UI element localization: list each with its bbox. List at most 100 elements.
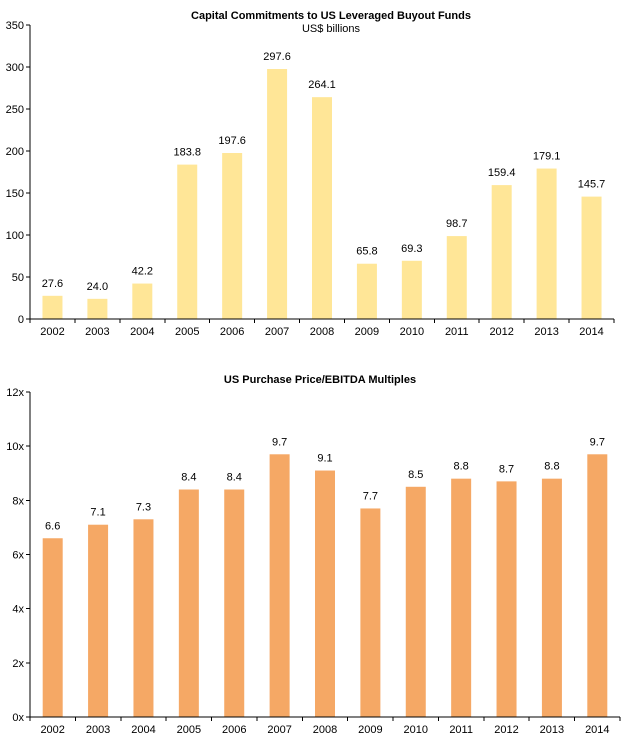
- data-label: 69.3: [401, 243, 422, 255]
- y-tick-label: 200: [6, 146, 24, 158]
- data-label: 7.3: [136, 501, 151, 513]
- y-tick-label: 100: [6, 230, 24, 242]
- x-tick-label: 2010: [404, 724, 428, 736]
- purchase-price-multiples-chart: US Purchase Price/EBITDA Multiples 6.6 7.…: [6, 374, 621, 736]
- data-label: 27.6: [42, 278, 63, 290]
- data-label: 24.0: [87, 281, 108, 293]
- bar: [133, 519, 154, 717]
- bar: [42, 538, 63, 717]
- data-label: 7.1: [90, 507, 105, 519]
- y-tick-label: 350: [6, 20, 24, 32]
- bar: [581, 196, 602, 319]
- data-label: 8.8: [544, 461, 559, 473]
- x-tick-label: 2005: [175, 326, 199, 338]
- bar: [401, 260, 422, 319]
- bar: [87, 298, 108, 319]
- bar: [177, 164, 198, 319]
- data-label: 8.7: [499, 463, 514, 475]
- x-tick-label: 2013: [540, 724, 564, 736]
- x-tick-label: 2005: [177, 724, 201, 736]
- bar: [267, 69, 288, 320]
- data-label: 197.6: [218, 135, 246, 147]
- data-label: 9.7: [590, 436, 605, 448]
- y-tick-label: 10x: [6, 441, 24, 453]
- y-tick-label: 250: [6, 104, 24, 116]
- data-label: 9.1: [317, 453, 332, 465]
- data-label: 42.2: [132, 266, 153, 278]
- data-label-group: 6.6 7.1 7.3 8.4 8.4 9.7 9.1 7.7 8.5 8.8 8.7 8.8 9.7: [45, 436, 605, 532]
- data-label: 8.4: [181, 472, 196, 484]
- y-tick-label: 6x: [12, 550, 24, 562]
- x-tick-label: 2014: [585, 724, 609, 736]
- bar: [269, 454, 290, 717]
- x-tick-label: 2009: [355, 326, 379, 338]
- bar: [405, 486, 426, 717]
- x-tick-label: 2008: [310, 326, 334, 338]
- y-tick-label: 50: [12, 272, 24, 284]
- x-tick-label: 2003: [85, 326, 109, 338]
- data-label: 98.7: [446, 218, 467, 230]
- bar: [541, 478, 562, 717]
- bar: [446, 236, 467, 319]
- bar: [312, 97, 332, 319]
- capital-commitments-chart: Capital Commitments to US Leveraged Buyo…: [6, 10, 615, 338]
- x-tick-label: 2011: [445, 326, 469, 338]
- chart-title: US Purchase Price/EBITDA Multiples: [224, 374, 416, 386]
- y-tick-label: 150: [6, 188, 24, 200]
- x-tick-label: 2004: [131, 724, 155, 736]
- data-label: 179.1: [533, 151, 561, 163]
- x-tick-label: 2010: [400, 326, 424, 338]
- x-tick-label: 2007: [267, 724, 291, 736]
- x-tick-label: 2011: [449, 724, 473, 736]
- x-tick-label: 2002: [40, 326, 64, 338]
- data-label: 8.5: [408, 469, 423, 481]
- data-label: 264.1: [308, 79, 336, 91]
- x-tick-label: 2007: [265, 326, 289, 338]
- bar: [222, 153, 243, 319]
- data-label: 65.8: [356, 246, 377, 258]
- data-label: 7.7: [363, 490, 378, 502]
- y-axis-ticks: 0x 2x 4x 6x 8x 10x 12x: [6, 387, 30, 724]
- x-axis-ticks: 2002 2003 2004 2005 2006 2007 2008 2009 2010 2011…: [29, 717, 621, 736]
- bar: [315, 470, 335, 717]
- y-tick-label: 12x: [6, 387, 24, 399]
- x-tick-label: 2003: [86, 724, 110, 736]
- bar: [224, 489, 245, 717]
- bar: [491, 185, 512, 319]
- x-tick-label: 2008: [313, 724, 337, 736]
- data-label-group: 27.6 24.0 42.2 183.8 197.6 297.6 264.1 65.8 69.3…: [42, 51, 606, 293]
- x-tick-label: 2006: [222, 724, 246, 736]
- bar: [451, 478, 472, 717]
- bar: [360, 508, 381, 717]
- data-label: 9.7: [272, 436, 287, 448]
- bar: [42, 295, 63, 319]
- x-axis-ticks: 2002 2003 2004 2005 2006 2007 2008 2009 2010 2011…: [29, 319, 615, 338]
- bar: [536, 168, 557, 319]
- bar: [587, 454, 608, 717]
- x-tick-label: 2002: [40, 724, 64, 736]
- bar: [88, 524, 109, 717]
- data-label: 8.4: [227, 472, 242, 484]
- bar: [132, 283, 153, 319]
- data-label: 183.8: [173, 147, 201, 159]
- y-tick-label: 4x: [12, 604, 24, 616]
- data-label: 6.6: [45, 520, 60, 532]
- x-tick-label: 2012: [489, 326, 513, 338]
- bar: [496, 481, 517, 717]
- data-label: 145.7: [578, 179, 606, 191]
- bar-group: [42, 69, 602, 320]
- y-axis-ticks: 0 50 100 150 200 250 300 350: [6, 20, 30, 326]
- x-tick-label: 2013: [534, 326, 558, 338]
- x-tick-label: 2009: [358, 724, 382, 736]
- y-tick-label: 0x: [12, 712, 24, 724]
- x-tick-label: 2004: [130, 326, 154, 338]
- x-tick-label: 2012: [494, 724, 518, 736]
- x-tick-label: 2014: [579, 326, 603, 338]
- chart-title: Capital Commitments to US Leveraged Buyo…: [191, 10, 471, 22]
- y-tick-label: 300: [6, 62, 24, 74]
- chart-subtitle: US$ billions: [302, 23, 361, 35]
- y-tick-label: 8x: [12, 495, 24, 507]
- bar: [356, 263, 377, 319]
- bar: [178, 489, 199, 717]
- data-label: 297.6: [263, 51, 291, 63]
